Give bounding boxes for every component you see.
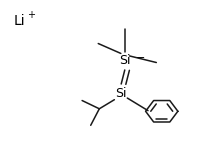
Text: Si: Si xyxy=(119,54,131,67)
Text: +: + xyxy=(27,10,35,20)
Text: Si: Si xyxy=(115,87,127,100)
Text: Li: Li xyxy=(13,14,25,28)
Text: −: − xyxy=(136,53,146,62)
